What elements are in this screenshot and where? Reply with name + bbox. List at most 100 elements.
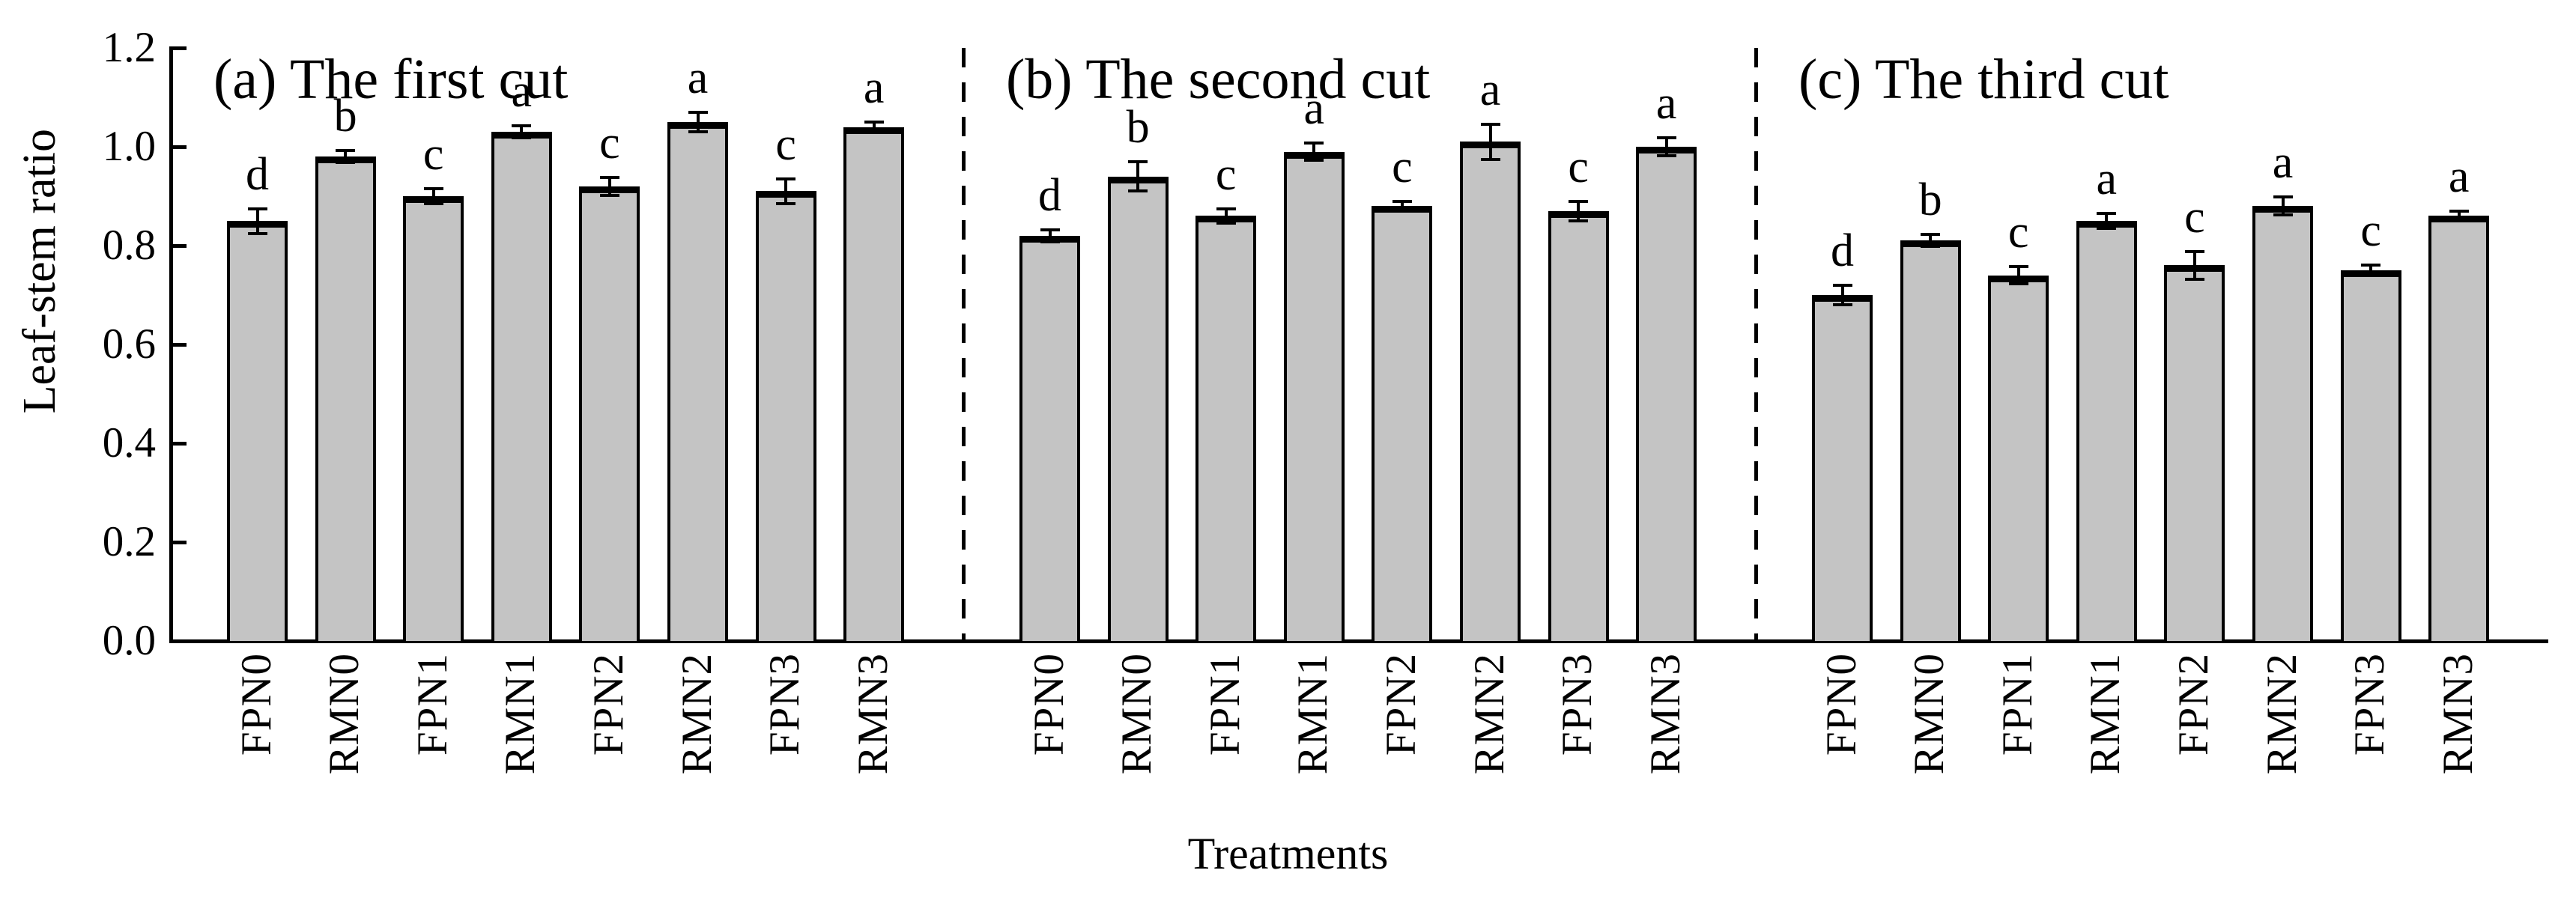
y-tick bbox=[173, 441, 187, 446]
error-cap-bottom bbox=[1392, 209, 1412, 213]
y-tick bbox=[173, 342, 187, 347]
error-cap-bottom bbox=[864, 130, 884, 134]
x-tick-label-FPN1: FPN1 bbox=[1993, 653, 2041, 756]
error-cap-bottom bbox=[247, 231, 267, 235]
error-cap-top bbox=[423, 187, 443, 191]
x-tick-label-FPN1: FPN1 bbox=[1201, 653, 1249, 756]
x-tick-label-RMN1: RMN1 bbox=[2082, 653, 2130, 775]
error-cap-bottom bbox=[1480, 157, 1500, 161]
bar-FPN2 bbox=[579, 186, 640, 641]
error-cap-bottom bbox=[2449, 219, 2469, 222]
y-tick bbox=[173, 540, 187, 544]
significance-letter: c bbox=[599, 117, 620, 168]
error-cap-top bbox=[1832, 283, 1852, 287]
significance-letter: b bbox=[1126, 101, 1150, 153]
panel-title: (c) The third cut bbox=[1798, 48, 2169, 111]
significance-letter: a bbox=[687, 52, 709, 103]
error-cap-bottom bbox=[1569, 219, 1589, 222]
x-tick-label-RMN1: RMN1 bbox=[497, 653, 545, 775]
error-cap-bottom bbox=[1304, 159, 1324, 162]
error-cap-bottom bbox=[2273, 213, 2293, 217]
error-bar bbox=[607, 177, 611, 195]
x-tick-label-RMN3: RMN3 bbox=[849, 653, 897, 775]
error-bar bbox=[1224, 208, 1228, 224]
bar-RMN3 bbox=[843, 127, 905, 641]
bar-FPN0 bbox=[1019, 235, 1080, 641]
error-cap-top bbox=[512, 124, 532, 128]
error-cap-bottom bbox=[1128, 189, 1148, 193]
error-bar bbox=[255, 208, 259, 234]
error-bar bbox=[1312, 142, 1316, 161]
error-cap-bottom bbox=[1921, 245, 1941, 249]
x-tick-label-FPN2: FPN2 bbox=[1377, 653, 1425, 756]
y-tick-label: 0.4 bbox=[102, 419, 156, 466]
bar-FPN0 bbox=[1812, 295, 1873, 641]
error-bar bbox=[520, 126, 524, 139]
y-tick-label: 0.2 bbox=[102, 518, 156, 565]
error-bar bbox=[872, 122, 876, 133]
error-cap-bottom bbox=[1656, 153, 1676, 157]
bar-RMN2 bbox=[667, 122, 728, 641]
error-cap-bottom bbox=[2008, 282, 2028, 286]
x-tick-label-RMN3: RMN3 bbox=[2434, 653, 2482, 775]
error-bar bbox=[1929, 234, 1933, 247]
x-tick-label-FPN2: FPN2 bbox=[2169, 653, 2217, 756]
error-cap-bottom bbox=[2097, 226, 2117, 230]
panel-separator bbox=[1754, 48, 1758, 639]
significance-letter: b bbox=[1918, 174, 1942, 226]
error-bar bbox=[1400, 201, 1404, 211]
bar-RMN0 bbox=[315, 156, 376, 641]
x-tick-label-RMN2: RMN2 bbox=[2258, 653, 2306, 775]
error-cap-bottom bbox=[688, 130, 708, 134]
bar-RMN3 bbox=[2428, 216, 2490, 641]
significance-letter: b bbox=[333, 91, 357, 142]
x-axis-line bbox=[169, 639, 2548, 643]
error-bar bbox=[1136, 161, 1140, 192]
y-tick-label: 0.0 bbox=[102, 617, 156, 664]
bar-RMN0 bbox=[1900, 240, 1961, 641]
error-cap-bottom bbox=[1040, 240, 1060, 243]
error-bar bbox=[344, 151, 348, 163]
significance-letter: a bbox=[2272, 137, 2294, 189]
significance-letter: c bbox=[422, 129, 444, 180]
bar-FPN1 bbox=[1988, 275, 2049, 641]
error-bar bbox=[1577, 201, 1581, 221]
error-cap-top bbox=[2361, 264, 2381, 267]
error-bar bbox=[2192, 251, 2196, 279]
error-cap-top bbox=[2184, 249, 2204, 253]
error-cap-top bbox=[688, 110, 708, 114]
error-cap-top bbox=[1216, 207, 1236, 210]
error-bar bbox=[1840, 285, 1844, 305]
panel-title: (b) The second cut bbox=[1006, 48, 1431, 111]
error-cap-top bbox=[2449, 209, 2469, 213]
panel-separator bbox=[961, 48, 966, 639]
error-bar bbox=[1664, 138, 1668, 156]
error-cap-top bbox=[1569, 199, 1589, 203]
y-tick bbox=[173, 639, 187, 643]
bar-FPN2 bbox=[1372, 206, 1433, 641]
error-bar bbox=[2457, 210, 2461, 221]
error-cap-top bbox=[336, 149, 356, 153]
error-cap-bottom bbox=[1216, 222, 1236, 225]
error-cap-top bbox=[1392, 199, 1412, 203]
x-tick-label-FPN0: FPN0 bbox=[232, 653, 280, 756]
error-bar bbox=[2105, 213, 2109, 228]
bar-RMN1 bbox=[491, 132, 552, 641]
error-cap-top bbox=[1128, 159, 1148, 163]
bar-FPN0 bbox=[227, 221, 288, 641]
error-cap-top bbox=[864, 121, 884, 124]
significance-letter: a bbox=[1655, 78, 1677, 130]
bar-FPN1 bbox=[403, 196, 464, 641]
x-tick-label-RMN2: RMN2 bbox=[673, 653, 721, 775]
significance-letter: d bbox=[1038, 169, 1061, 221]
error-cap-top bbox=[1304, 141, 1324, 145]
error-cap-top bbox=[247, 207, 267, 210]
y-tick bbox=[173, 46, 187, 50]
significance-letter: d bbox=[1831, 225, 1854, 276]
x-tick-label-FPN2: FPN2 bbox=[584, 653, 632, 756]
error-bar bbox=[1048, 229, 1052, 242]
error-bar bbox=[2369, 265, 2373, 276]
significance-letter: c bbox=[2360, 205, 2381, 257]
x-tick-label-FPN1: FPN1 bbox=[408, 653, 456, 756]
